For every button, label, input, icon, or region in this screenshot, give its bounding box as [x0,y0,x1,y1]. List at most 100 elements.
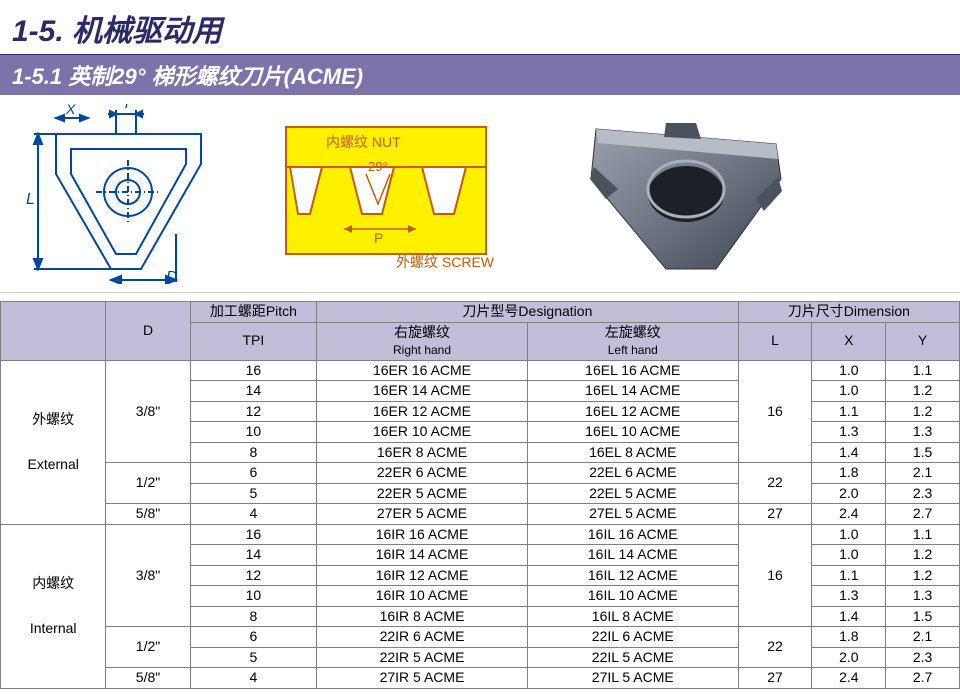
cell-left: 16IL 10 ACME [527,586,738,607]
cell-tpi: 10 [190,422,316,443]
cell-Y: 1.1 [886,360,960,381]
dim-label-D: D [166,269,178,284]
cell-left: 16IL 14 ACME [527,545,738,566]
cell-left: 16EL 16 ACME [527,360,738,381]
cell-Y: 2.7 [886,668,960,689]
table-row: 1/2"622IR 6 ACME22IL 6 ACME221.82.1 [1,627,960,648]
cell-tpi: 4 [190,504,316,525]
table-row: 1/2"622ER 6 ACME22EL 6 ACME221.82.1 [1,463,960,484]
th-pitch-group: 加工螺距Pitch [190,302,316,323]
screw-label-en: SCREW [442,254,495,269]
cell-L: 27 [738,504,812,525]
cell-right: 27IR 5 ACME [317,668,528,689]
cell-right: 16ER 12 ACME [317,401,528,422]
table-row: 外螺纹External3/8"1616ER 16 ACME16EL 16 ACM… [1,360,960,381]
cell-right: 16IR 16 ACME [317,524,528,545]
cell-left: 22EL 5 ACME [527,483,738,504]
thread-profile-diagram: 29° P 内螺纹 NUT 外螺纹 SCREW [266,119,506,269]
screw-label-cn: 外螺纹 [396,254,438,269]
cell-D: 3/8" [106,524,190,627]
cell-right: 16ER 10 ACME [317,422,528,443]
cell-X: 1.1 [812,565,886,586]
nut-label-cn: 内螺纹 [326,134,368,150]
insert-photo [546,109,806,279]
cell-left: 27EL 5 ACME [527,504,738,525]
cell-Y: 2.7 [886,504,960,525]
cell-right: 16ER 16 ACME [317,360,528,381]
section-header: 1-5.1 英制29° 梯形螺纹刀片(ACME) [0,55,960,95]
row-category: 外螺纹External [1,360,106,524]
cell-tpi: 14 [190,381,316,402]
cell-Y: 2.1 [886,627,960,648]
cell-D: 3/8" [106,360,190,463]
th-tpi: TPI [190,322,316,360]
cell-X: 1.1 [812,401,886,422]
technical-drawing: L D X Y [16,104,226,284]
cell-L: 22 [738,627,812,668]
cell-Y: 1.5 [886,442,960,463]
cell-X: 1.4 [812,606,886,627]
row-category: 内螺纹Internal [1,524,106,688]
cell-D: 1/2" [106,463,190,504]
cell-X: 2.4 [812,504,886,525]
cell-left: 27IL 5 ACME [527,668,738,689]
cell-left: 16EL 12 ACME [527,401,738,422]
table-row: 5/8"427ER 5 ACME27EL 5 ACME272.42.7 [1,504,960,525]
cell-tpi: 12 [190,565,316,586]
cell-left: 16IL 16 ACME [527,524,738,545]
table-row: 内螺纹Internal3/8"1616IR 16 ACME16IL 16 ACM… [1,524,960,545]
th-X: X [812,322,886,360]
thread-angle-label: 29° [368,159,388,174]
page-title: 1-5. 机械驱动用 [0,0,960,55]
cell-right: 16ER 14 ACME [317,381,528,402]
cell-left: 16EL 8 ACME [527,442,738,463]
th-Y: Y [886,322,960,360]
cell-left: 16IL 8 ACME [527,606,738,627]
cell-Y: 1.2 [886,401,960,422]
th-designation-group: 刀片型号Designation [317,302,739,323]
cell-X: 1.0 [812,381,886,402]
cell-left: 22IL 6 ACME [527,627,738,648]
cell-tpi: 8 [190,442,316,463]
cell-Y: 1.3 [886,586,960,607]
cell-left: 16IL 12 ACME [527,565,738,586]
cell-X: 1.8 [812,627,886,648]
cell-Y: 1.1 [886,524,960,545]
cell-X: 1.0 [812,545,886,566]
cell-left: 16EL 10 ACME [527,422,738,443]
th-D: D [106,302,190,361]
cell-right: 22IR 6 ACME [317,627,528,648]
cell-right: 22ER 6 ACME [317,463,528,484]
cell-tpi: 5 [190,647,316,668]
cell-tpi: 8 [190,606,316,627]
cell-Y: 1.2 [886,545,960,566]
cell-D: 1/2" [106,627,190,668]
cell-right: 16IR 8 ACME [317,606,528,627]
cell-X: 1.4 [812,442,886,463]
cell-X: 1.3 [812,422,886,443]
cell-right: 16IR 12 ACME [317,565,528,586]
cell-X: 1.0 [812,524,886,545]
cell-L: 27 [738,668,812,689]
cell-tpi: 12 [190,401,316,422]
cell-L: 16 [738,360,812,463]
svg-text:内螺纹 NUT: 内螺纹 NUT [326,134,401,150]
cell-tpi: 6 [190,627,316,648]
table-row: 5/8"427IR 5 ACME27IL 5 ACME272.42.7 [1,668,960,689]
nut-label-en: NUT [372,134,401,150]
cell-tpi: 10 [190,586,316,607]
cell-tpi: 5 [190,483,316,504]
cell-X: 1.0 [812,360,886,381]
cell-tpi: 6 [190,463,316,484]
cell-L: 22 [738,463,812,504]
cell-tpi: 4 [190,668,316,689]
cell-X: 2.0 [812,483,886,504]
th-L: L [738,322,812,360]
dim-label-Y: Y [122,104,133,111]
cell-right: 16IR 14 ACME [317,545,528,566]
cell-Y: 2.3 [886,483,960,504]
cell-Y: 1.2 [886,565,960,586]
cell-right: 22ER 5 ACME [317,483,528,504]
cell-tpi: 16 [190,360,316,381]
th-dimension-group: 刀片尺寸Dimension [738,302,959,323]
